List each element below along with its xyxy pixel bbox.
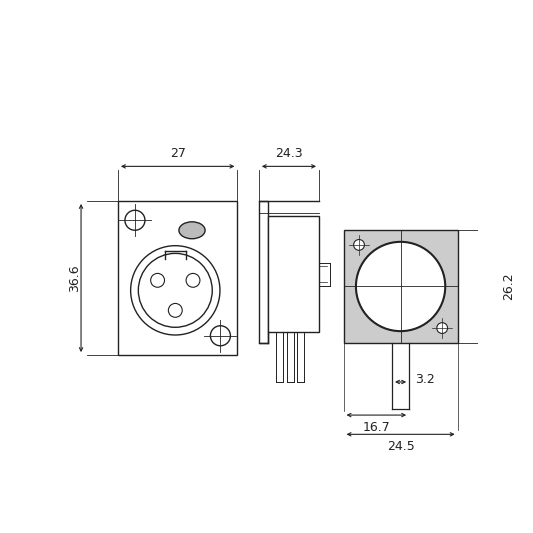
- Bar: [118, 201, 237, 355]
- Circle shape: [353, 239, 365, 251]
- Circle shape: [168, 303, 182, 317]
- Circle shape: [125, 210, 145, 230]
- Circle shape: [186, 273, 200, 287]
- Circle shape: [151, 273, 165, 287]
- Circle shape: [131, 246, 220, 335]
- Bar: [344, 230, 457, 343]
- Circle shape: [211, 326, 230, 346]
- Ellipse shape: [179, 222, 205, 239]
- Bar: [268, 216, 319, 332]
- Text: 26.2: 26.2: [502, 273, 515, 300]
- Text: 24.5: 24.5: [387, 440, 415, 454]
- Bar: [259, 201, 268, 343]
- Text: 27: 27: [169, 147, 185, 160]
- Circle shape: [139, 253, 212, 327]
- Text: 36.6: 36.6: [68, 264, 82, 292]
- Text: 3.2: 3.2: [415, 373, 435, 386]
- Text: 24.3: 24.3: [275, 147, 303, 160]
- Circle shape: [356, 242, 445, 331]
- Circle shape: [437, 322, 448, 334]
- Text: 16.7: 16.7: [362, 421, 390, 434]
- Bar: [165, 257, 185, 263]
